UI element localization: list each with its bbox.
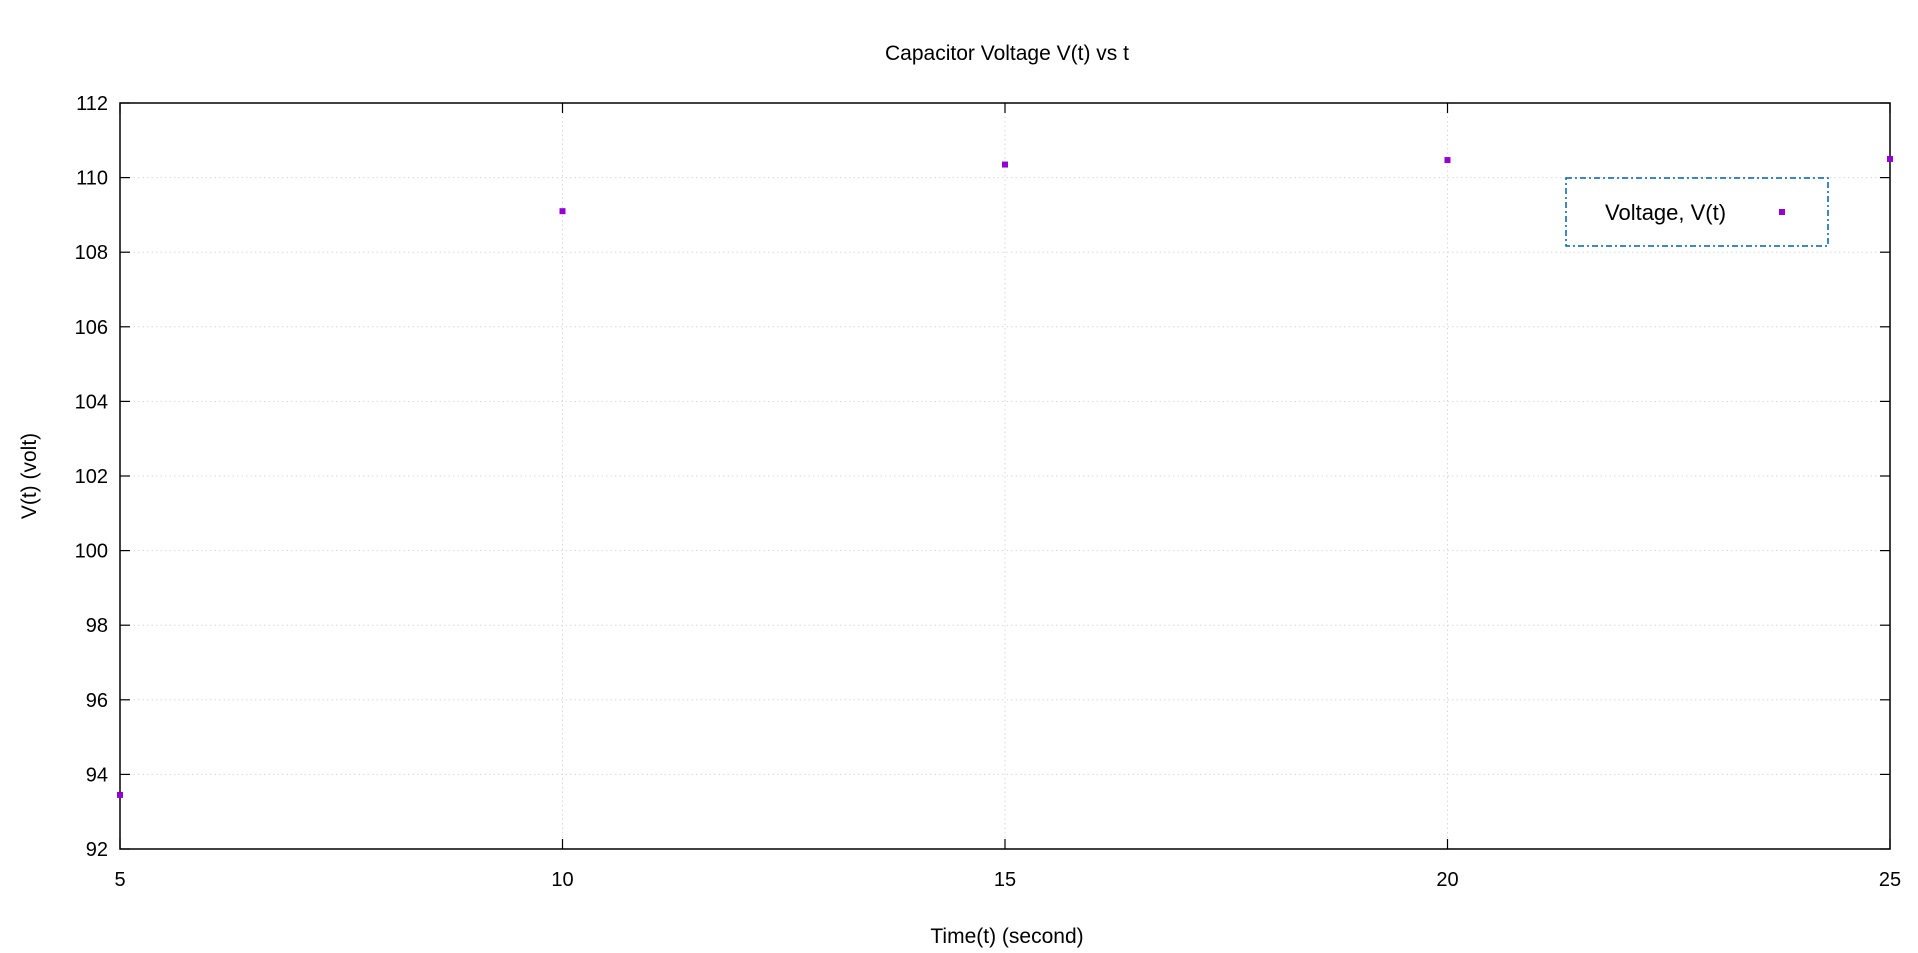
- y-tick-label-100: 100: [75, 541, 108, 563]
- data-point-0-0: [117, 791, 123, 798]
- data-points-layer: [117, 155, 1893, 798]
- y-tick-label-102: 102: [75, 466, 108, 488]
- x-tick-label-10: 10: [551, 869, 573, 891]
- data-point-0-2: [1002, 161, 1008, 168]
- data-point-0-3: [1444, 157, 1451, 164]
- y-tick-label-110: 110: [76, 168, 108, 190]
- x-tick-label-15: 15: [994, 869, 1016, 891]
- x-tick-label-5: 5: [114, 869, 125, 891]
- axis-layer: 5 10 15 20 25 92 94 96 98 100 102 104 106 108 110 112: [75, 93, 1902, 891]
- data-point-0-4: [1887, 155, 1893, 162]
- chart-title: Capacitor Voltage V(t) vs t: [885, 42, 1129, 65]
- legend: Voltage, V(t): [1565, 177, 1829, 247]
- y-tick-label-104: 104: [75, 391, 108, 413]
- y-tick-label-106: 106: [75, 317, 108, 339]
- x-tick-label-20: 20: [1436, 869, 1458, 891]
- x-axis-label: Time(t) (second): [930, 925, 1083, 948]
- y-tick-label-94: 94: [86, 764, 108, 786]
- y-tick-label-112: 112: [76, 93, 108, 115]
- y-tick-label-96: 96: [86, 690, 108, 712]
- y-tick-label-92: 92: [86, 839, 108, 861]
- grid-layer: [120, 103, 1890, 849]
- x-tick-label-25: 25: [1879, 869, 1901, 891]
- data-point-0-1: [559, 208, 566, 215]
- y-tick-label-98: 98: [86, 615, 108, 637]
- legend-marker-voltage: [1779, 209, 1785, 215]
- legend-label-voltage: Voltage, V(t): [1605, 200, 1726, 225]
- y-tick-label-108: 108: [75, 242, 108, 264]
- y-axis-label: V(t) (volt): [18, 433, 41, 519]
